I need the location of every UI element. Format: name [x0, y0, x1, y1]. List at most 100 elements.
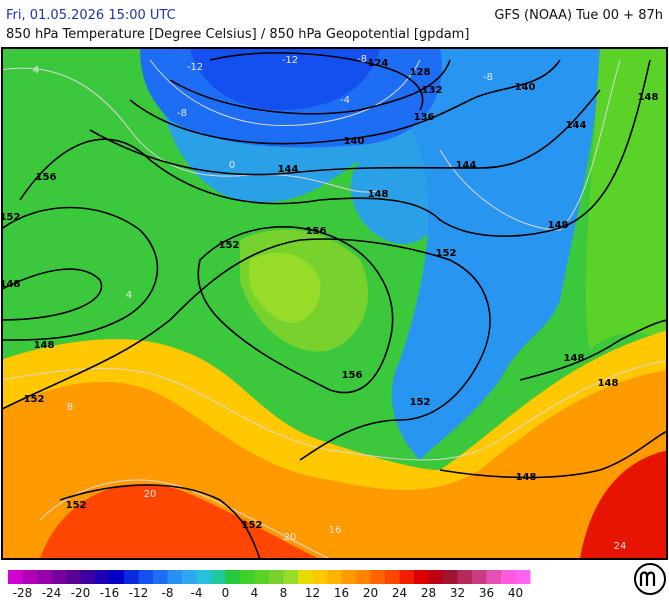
colorbar-swatch	[414, 570, 429, 584]
geopotential-label: 148	[598, 378, 619, 389]
geopotential-label: 140	[515, 82, 536, 93]
geopotential-label: 144	[278, 164, 299, 175]
temperature-label: 20	[284, 532, 297, 543]
colorbar-swatch	[66, 570, 81, 584]
colorbar-tick-label: -28	[13, 586, 33, 600]
geopotential-label: 152	[219, 240, 240, 251]
valid-time: Fri, 01.05.2026 15:00 UTC	[6, 8, 176, 23]
colorbar-tick-label: 36	[479, 586, 494, 600]
temperature-label: 0	[229, 160, 235, 171]
geopotential-label: 136	[414, 112, 435, 123]
temperature-label: 20	[144, 489, 157, 500]
colorbar-swatch	[138, 570, 154, 584]
colorbar-swatch	[385, 570, 400, 584]
temperature-label: 4	[126, 290, 132, 301]
colorbar-swatch	[109, 570, 125, 584]
geopotential-label: 152	[24, 394, 45, 405]
geopotential-label: 148	[0, 279, 20, 290]
colorbar-swatch	[240, 570, 255, 584]
colorbar-tick-label: 0	[222, 586, 230, 600]
colorbar-swatch	[153, 570, 168, 584]
temperature-label: -8	[357, 54, 367, 65]
colorbar-tick-label: 8	[280, 586, 288, 600]
field-red-east	[580, 450, 667, 559]
colorbar-swatch	[472, 570, 487, 584]
colorbar-tick-label: 4	[251, 586, 259, 600]
geopotential-label: 156	[342, 370, 363, 381]
temperature-label: 4	[33, 65, 39, 76]
geopotential-label: 148	[638, 92, 659, 103]
colorbar-swatch	[22, 570, 38, 584]
colorbar-tick-label: 28	[421, 586, 436, 600]
geopotential-label: 144	[566, 120, 587, 131]
field-lightgreen-east	[585, 48, 667, 350]
geopotential-label: 152	[242, 520, 263, 531]
colorbar-tick-label: 12	[305, 586, 320, 600]
colorbar-tick-label: 32	[450, 586, 465, 600]
colorbar-tick-label: -4	[191, 586, 203, 600]
field-darkblue	[190, 48, 380, 110]
colorbar-swatch	[486, 570, 502, 584]
colorbar-swatch	[196, 570, 212, 584]
map-field: 124 128 132 136 140 140 144 144 144 148 148 148 148 1…	[0, 48, 667, 559]
colorbar-swatch	[51, 570, 67, 584]
temperature-label: 24	[614, 541, 627, 552]
geopotential-label: 144	[456, 160, 477, 171]
colorbar-swatch	[211, 570, 226, 584]
colorbar-ticks: -28 -24 -20 -16 -12 -8 -4 0 4 8 12 16 20 24 28 32 36 40	[13, 586, 523, 600]
colorbar-tick-label: -8	[162, 586, 174, 600]
temperature-label: -12	[282, 55, 298, 66]
geopotential-label: 152	[436, 248, 457, 259]
model-run: GFS (NOAA) Tue 00 + 87h	[494, 8, 663, 23]
colorbar-swatch	[443, 570, 458, 584]
temperature-label: -8	[177, 108, 187, 119]
colorbar-swatch	[80, 570, 96, 584]
colorbar-swatch	[182, 570, 197, 584]
colorbar-swatch	[225, 570, 241, 584]
colorbar-tick-label: -16	[100, 586, 120, 600]
colorbar-swatch	[428, 570, 444, 584]
geopotential-label: 156	[306, 226, 327, 237]
logo	[634, 563, 666, 595]
geopotential-label: 152	[0, 212, 20, 223]
temperature-label: -12	[187, 62, 203, 73]
geopotential-label: 132	[422, 85, 443, 96]
colorbar-tick-label: 16	[334, 586, 349, 600]
colorbar-tick-label: 24	[392, 586, 407, 600]
colorbar-tick-label: 20	[363, 586, 378, 600]
geopotential-label: 148	[564, 353, 585, 364]
colorbar-swatch	[37, 570, 52, 584]
geopotential-contours	[2, 52, 667, 559]
colorbar	[8, 570, 531, 584]
colorbar-swatch	[167, 570, 183, 584]
field-red-south	[40, 483, 320, 559]
colorbar-swatch	[501, 570, 516, 584]
colorbar-swatch	[457, 570, 473, 584]
map-frame	[1, 47, 668, 560]
colorbar-swatch	[370, 570, 386, 584]
colorbar-tick-label: -12	[129, 586, 149, 600]
temperature-label: -8	[483, 72, 493, 83]
geopotential-label: 148	[516, 472, 537, 483]
field-blue-east	[380, 48, 600, 460]
colorbar-swatch	[399, 570, 415, 584]
geopotential-label: 156	[36, 172, 57, 183]
geopotential-label: 124	[368, 58, 389, 69]
geopotential-labels: 124 128 132 136 140 140 144 144 144 148 148 148 148 1…	[0, 58, 659, 531]
colorbar-swatch	[254, 570, 270, 584]
geopotential-label: 128	[410, 67, 431, 78]
temperature-label: -4	[340, 95, 350, 106]
geopotential-label: 152	[410, 397, 431, 408]
colorbar-tick-label: -24	[42, 586, 62, 600]
colorbar-swatch	[298, 570, 313, 584]
colorbar-swatch	[124, 570, 139, 584]
colorbar-swatch	[356, 570, 371, 584]
colorbar-swatch	[341, 570, 357, 584]
temperature-label: 8	[67, 402, 73, 413]
colorbar-swatch	[327, 570, 342, 584]
colorbar-swatch	[515, 570, 531, 584]
geopotential-label: 148	[548, 220, 569, 231]
colorbar-swatch	[283, 570, 299, 584]
